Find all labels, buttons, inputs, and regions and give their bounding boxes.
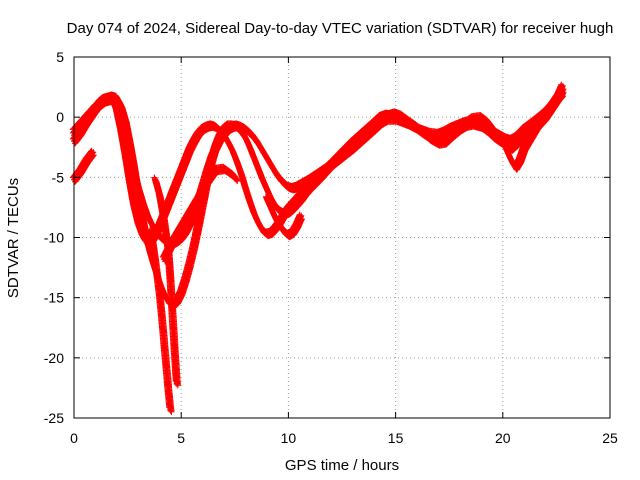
series-D	[147, 226, 175, 415]
chart-title: Day 074 of 2024, Sidereal Day-to-day VTE…	[67, 20, 614, 37]
y-tick-label: -15	[44, 290, 64, 306]
series-marker-band	[147, 226, 175, 415]
series-marker-band	[262, 193, 305, 241]
series-marker-band	[159, 163, 241, 265]
y-axis-title: SDTVAR / TECUs	[5, 178, 22, 298]
series-B	[69, 81, 567, 311]
series-H	[262, 193, 305, 241]
label-layer: 0 5 10 15 20 25 5 0 -5 -10 -15 -20 -25	[44, 49, 618, 446]
x-tick-label: 5	[177, 430, 185, 446]
series-marker-band	[69, 85, 567, 248]
x-axis-title: GPS time / hours	[285, 457, 399, 474]
y-tick-label: 5	[56, 49, 64, 65]
y-tick-label: -10	[44, 230, 64, 246]
tick-layer	[73, 56, 611, 419]
x-tick-label: 20	[495, 430, 511, 446]
y-tick-label: -5	[52, 169, 65, 185]
x-tick-label: 15	[388, 430, 404, 446]
x-tick-label: 10	[281, 430, 297, 446]
y-tick-label: 0	[56, 109, 64, 125]
x-tick-label: 25	[602, 430, 618, 446]
x-tick-label: 0	[70, 430, 78, 446]
y-tick-label: -25	[44, 410, 64, 426]
series-marker-band	[69, 81, 567, 311]
y-tick-label: -20	[44, 350, 64, 366]
series-C	[69, 85, 567, 248]
data-layer	[69, 81, 567, 415]
series-G	[159, 163, 241, 265]
